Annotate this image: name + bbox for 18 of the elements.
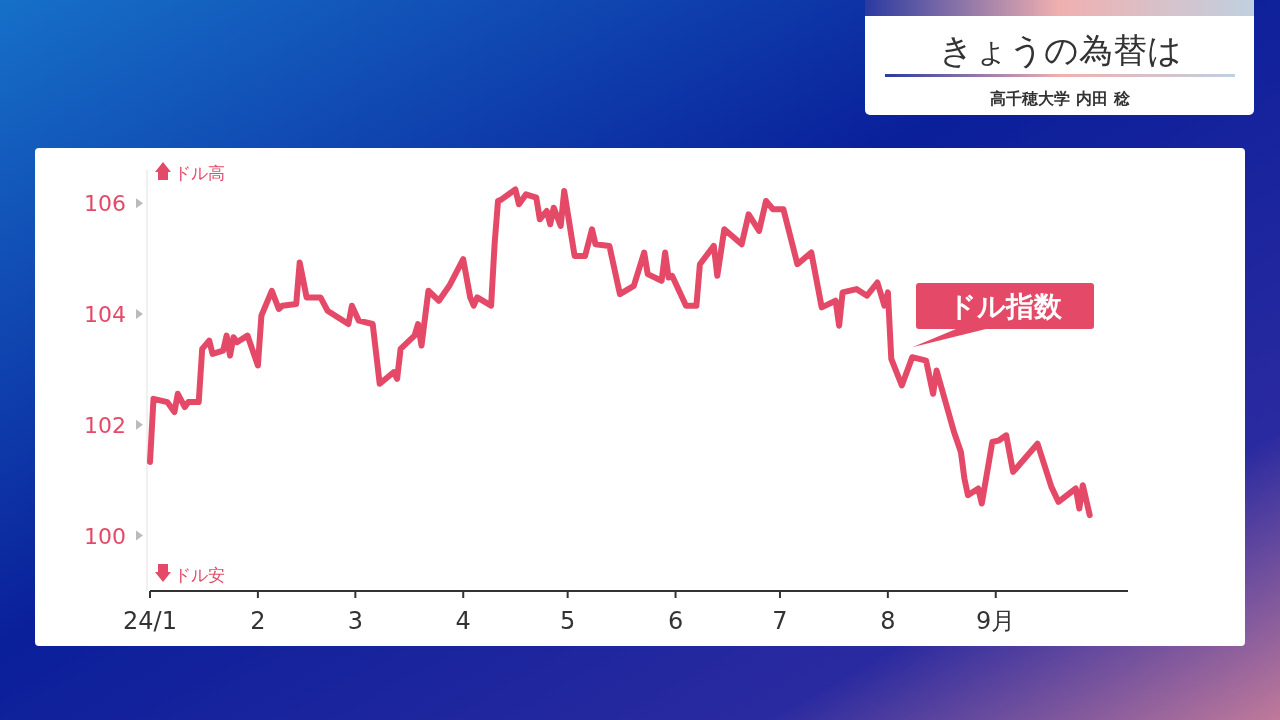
x-tick-label: 7 <box>772 607 788 635</box>
y-tick-label: 104 <box>84 302 126 328</box>
x-tick-label: 3 <box>347 607 363 635</box>
x-tick-label: 9月 <box>976 607 1016 635</box>
x-tick-label: 5 <box>560 607 576 635</box>
x-tick-label: 4 <box>455 607 471 635</box>
y-tick-label: 102 <box>84 412 126 438</box>
chart-subtitle: 高千穂大学 内田 稔 <box>990 89 1131 108</box>
x-tick-label: 8 <box>880 607 896 635</box>
annotation: ドル高 <box>174 163 225 183</box>
x-tick-label: 2 <box>250 607 266 635</box>
x-tick-label: 6 <box>667 607 684 635</box>
x-tick-label: 24/1 <box>123 607 177 635</box>
y-tick-label: 100 <box>84 523 126 549</box>
chart-title: きょうの為替は <box>938 30 1182 70</box>
y-tick-label: 106 <box>84 191 126 217</box>
annotation: ドル安 <box>174 565 225 585</box>
series-label: ドル指数 <box>948 290 1063 323</box>
